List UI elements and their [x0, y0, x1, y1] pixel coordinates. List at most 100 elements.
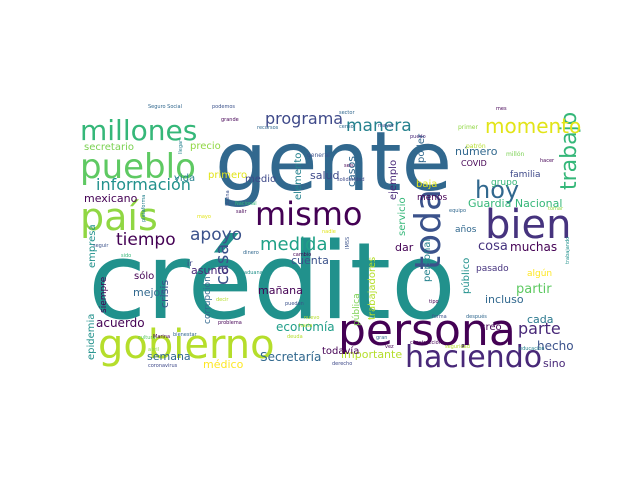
word-podemos: podemos: [212, 104, 235, 110]
word-buena: buena: [225, 190, 231, 206]
word-incluso: incluso: [485, 293, 524, 306]
word-nacional: Nacional: [235, 201, 257, 207]
word-pasado: pasado: [476, 264, 509, 274]
word-personal: personal: [422, 239, 433, 282]
word-todavia: todavía: [322, 345, 359, 357]
word-trabajando: trabajando: [565, 237, 571, 264]
word-marina: Marina: [153, 334, 170, 340]
word-algun: algún: [527, 269, 552, 279]
word-grande: grande: [221, 117, 239, 123]
word-secretaria: Secretaría: [260, 350, 321, 364]
word-haciendo: haciendo: [405, 340, 542, 375]
word-cada: cada: [527, 313, 554, 326]
word-guardia: Guardia Nacional: [468, 197, 562, 210]
word-plataforma: plataforma: [141, 195, 147, 222]
word-puedo: puedo: [410, 134, 426, 140]
word-tipo: tipo: [429, 299, 439, 305]
word-seguir: seguir: [93, 243, 109, 249]
word-pais: país: [80, 195, 158, 239]
word-manana: mañana: [258, 284, 303, 297]
word-grupo: grupo: [491, 178, 518, 188]
word-ejemplo: ejemplo: [388, 160, 399, 200]
word-publica: pública: [352, 293, 362, 326]
word-muchas: muchas: [510, 240, 557, 254]
word-familia: familia: [510, 170, 540, 180]
word-sector: sector: [339, 110, 355, 116]
word-casos: casos: [345, 156, 358, 187]
word-manera: manera: [346, 116, 412, 136]
word-momento: momento: [485, 114, 581, 138]
word-forma: forma: [432, 314, 447, 320]
word-numero: número: [455, 145, 498, 158]
word-cultura: cultura: [138, 335, 156, 341]
word-pueden: pueden: [285, 301, 304, 307]
word-aduana: aduana: [244, 270, 263, 276]
word-nadie: nadie: [322, 229, 336, 235]
word-hoy: hoy: [475, 176, 519, 204]
word-hecho: hecho: [537, 339, 574, 353]
word-derecho: derecho: [332, 361, 352, 367]
word-gente: gente: [215, 115, 452, 210]
word-recursos: recursos: [257, 125, 279, 131]
word-seguro_social: Seguro Social: [148, 104, 182, 110]
word-parte: parte: [518, 319, 561, 338]
word-bienestar: bienestar: [173, 332, 198, 338]
word-siempre: siempre: [99, 276, 109, 313]
word-vez: vez: [385, 344, 394, 350]
word-educacion: educación: [519, 345, 545, 352]
word-solidaridad: solidaridad: [337, 177, 365, 183]
word-credito: crédito: [88, 220, 456, 343]
word-programa: programa: [265, 109, 343, 128]
word-mayo: mayo: [197, 214, 211, 220]
word-mismo: mismo: [255, 195, 362, 233]
word-deuda: deuda: [287, 334, 303, 340]
word-elemento: elemento: [293, 153, 304, 200]
word-medico: médico: [203, 358, 244, 371]
word-mes: mes: [496, 106, 507, 112]
word-salir: salir: [236, 209, 247, 215]
word-menos: menos: [417, 193, 448, 203]
word-economia: economía: [276, 320, 335, 334]
word-sino: sino: [543, 357, 566, 370]
word-hacer: hacer: [540, 158, 555, 164]
word-medio: medio: [245, 174, 276, 185]
word-cambio: cambio: [293, 252, 311, 258]
word-gran: gran: [376, 335, 387, 341]
word-informacion: información: [96, 175, 191, 194]
word-abril: abril: [148, 347, 159, 353]
word-salud: salud: [310, 169, 339, 182]
word-crisis: crisis: [158, 280, 171, 308]
word-tiempo: tiempo: [116, 230, 176, 250]
word-poder: poder: [416, 133, 427, 163]
word-despues: después: [466, 313, 487, 320]
word-millon: millón: [506, 151, 525, 158]
word-hacia: hacia: [299, 323, 312, 329]
word-acuerdo: acuerdo: [96, 316, 145, 330]
word-nuevo: nuevo: [304, 315, 319, 321]
word-creo: creo: [480, 322, 502, 333]
word-secretario: secretario: [84, 142, 134, 153]
word-coronavirus: coronavirus: [148, 363, 178, 369]
word-casa: casa: [212, 244, 233, 285]
word-construccion: construcción: [410, 339, 442, 346]
word-medida: medida: [260, 234, 328, 255]
word-asunto: asunto: [191, 264, 229, 277]
word-primero: primero: [208, 170, 247, 181]
word-millones: millones: [80, 114, 197, 147]
word-llegar: llegar: [178, 139, 184, 154]
word-cosa: cosa: [478, 239, 508, 254]
word-sola: sólo: [134, 270, 154, 282]
word-mejor: mejor: [133, 286, 165, 299]
word-servicio: servicio: [397, 197, 408, 236]
word-dar: dar: [395, 241, 414, 254]
word-trabajadores: trabajadores: [367, 257, 378, 320]
word-bien: bien: [485, 202, 571, 248]
word-mexicano: mexicano: [84, 192, 138, 205]
word-importante: importante: [341, 348, 402, 361]
word-dinero: dinero: [243, 250, 259, 256]
word-gobierno: gobierno: [98, 322, 275, 368]
word-imss: IMSS: [345, 237, 351, 249]
word-persona: persona: [338, 305, 516, 356]
